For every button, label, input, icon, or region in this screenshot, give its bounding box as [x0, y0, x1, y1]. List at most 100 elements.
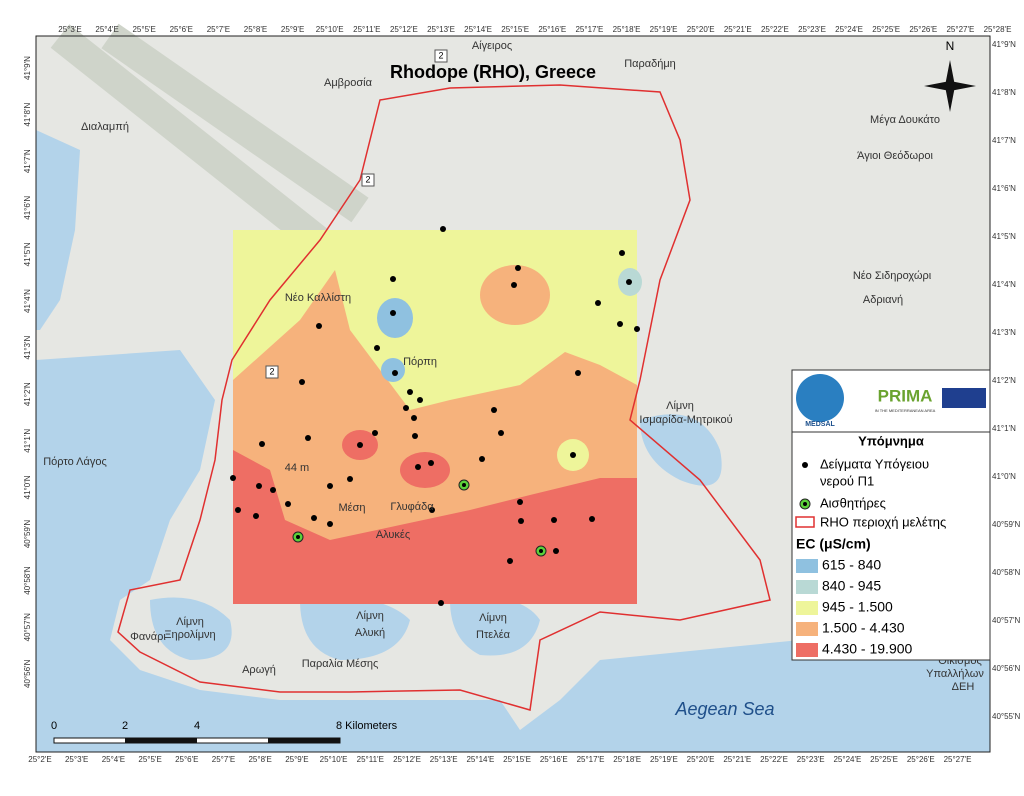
- sensor-dot: [296, 535, 300, 539]
- graticule-label: 40°59'N: [23, 520, 32, 549]
- sample-point: [411, 415, 417, 421]
- sea-label: Aegean Sea: [674, 699, 774, 719]
- graticule-label: 40°58'N: [23, 566, 32, 595]
- sample-point: [617, 321, 623, 327]
- graticule-label: 40°58'N: [992, 568, 1021, 577]
- graticule-label: 25°3'E: [65, 755, 88, 764]
- place-label: Αλυκή: [355, 627, 385, 639]
- graticule-label: 41°2'N: [23, 382, 32, 406]
- graticule-label: 25°5'E: [138, 755, 161, 764]
- sample-point: [253, 513, 259, 519]
- lake: [450, 597, 540, 656]
- graticule-label: 41°4'N: [992, 280, 1016, 289]
- sample-point: [372, 430, 378, 436]
- legend-class: 840 - 945: [822, 578, 881, 594]
- sample-point: [256, 483, 262, 489]
- graticule-label: 40°57'N: [992, 616, 1021, 625]
- place-label: 44 m: [285, 462, 309, 474]
- sample-point: [259, 441, 265, 447]
- sample-point: [415, 464, 421, 470]
- legend-swatch: [796, 580, 818, 594]
- graticule-label: 25°21'E: [724, 25, 752, 34]
- graticule-label: 25°17'E: [575, 25, 603, 34]
- scale-bar: 0 2 4 8 Kilometers: [51, 720, 398, 744]
- sample-point: [511, 282, 517, 288]
- eu-logo: [942, 388, 986, 408]
- scale-label: 2: [122, 720, 128, 732]
- title: Rhodope (RHO), Greece: [390, 62, 596, 82]
- sample-point: [390, 310, 396, 316]
- graticule-label: 25°22'E: [761, 25, 789, 34]
- ec-surface: [233, 230, 642, 604]
- sample-point: [518, 518, 524, 524]
- place-label: Πόρτο Λάγος: [43, 456, 107, 468]
- road-label: 2: [269, 366, 274, 376]
- graticule-label: 25°16'E: [540, 755, 568, 764]
- sample-point: [619, 250, 625, 256]
- graticule-label: 40°56'N: [992, 664, 1021, 673]
- ec-zone: [233, 450, 637, 604]
- place-label: Νέο Σιδηροχώρι: [853, 270, 932, 282]
- sample-point: [570, 452, 576, 458]
- graticule-label: 25°18'E: [613, 755, 641, 764]
- sample-point: [634, 326, 640, 332]
- graticule-label: 25°7'E: [212, 755, 235, 764]
- sample-point: [392, 370, 398, 376]
- sample-point: [595, 300, 601, 306]
- place-label: Αίγειρος: [472, 40, 512, 52]
- sample-point: [235, 507, 241, 513]
- ec-zone: [400, 452, 450, 488]
- graticule-label: 41°3'N: [23, 335, 32, 359]
- samples: [230, 226, 640, 606]
- road-shield: [265, 365, 279, 379]
- legend: MEDSAL PRIMA IN THE MEDITERRANEAN AREA Υ…: [791, 369, 991, 661]
- graticule-label: 41°1'N: [992, 424, 1016, 433]
- graticule-label: 25°12'E: [390, 25, 418, 34]
- graticule-label: 25°23'E: [797, 755, 825, 764]
- place-label: Αμβροσία: [324, 77, 373, 89]
- water: [36, 130, 80, 330]
- graticule-label: 25°18'E: [613, 25, 641, 34]
- sample-point: [626, 279, 632, 285]
- graticule-label: 25°8'E: [248, 755, 271, 764]
- sample-point: [479, 456, 485, 462]
- graticule-label: 25°11'E: [353, 25, 380, 34]
- sample-point: [517, 499, 523, 505]
- ec-zone: [381, 358, 405, 382]
- lake: [300, 597, 410, 660]
- fields: [50, 23, 369, 262]
- graticule-label: 25°25'E: [870, 755, 898, 764]
- graticule-label: 25°16'E: [538, 25, 566, 34]
- place-label: Αρωγή: [242, 664, 276, 676]
- logo-text: IN THE MEDITERRANEAN AREA: [875, 408, 936, 413]
- sample-point: [417, 397, 423, 403]
- place-label: Πτελέα: [476, 629, 511, 641]
- scale-label: 4: [194, 720, 200, 732]
- sample-point: [316, 323, 322, 329]
- graticule-label: 25°9'E: [281, 25, 304, 34]
- place-label: Φανάρι: [130, 631, 166, 643]
- lake: [150, 597, 232, 660]
- sample-point: [553, 548, 559, 554]
- sensor-dot: [539, 549, 543, 553]
- place-label: Λίμνη: [666, 400, 694, 412]
- graticule-label: 40°55'N: [992, 712, 1021, 721]
- legend-class: 945 - 1.500: [822, 599, 893, 615]
- graticule-label: 25°13'E: [427, 25, 455, 34]
- sample-point: [428, 460, 434, 466]
- graticule-label: 40°56'N: [23, 659, 32, 688]
- scale-label: 8 Kilometers: [336, 720, 398, 732]
- graticule-label: 25°24'E: [835, 25, 863, 34]
- scale-label: 0: [51, 720, 57, 732]
- medsal-logo: [796, 374, 844, 422]
- sample-point: [347, 476, 353, 482]
- graticule-label: 41°7'N: [992, 136, 1016, 145]
- sample-point: [551, 517, 557, 523]
- graticule-label: 25°15'E: [501, 25, 529, 34]
- sample-point: [327, 521, 333, 527]
- place-label: Άγιοι Θεόδωροι: [857, 150, 933, 162]
- graticule-label: 25°19'E: [650, 755, 678, 764]
- graticule-label: 25°19'E: [650, 25, 678, 34]
- graticule-label: 25°6'E: [175, 755, 198, 764]
- road-shield: [434, 49, 448, 63]
